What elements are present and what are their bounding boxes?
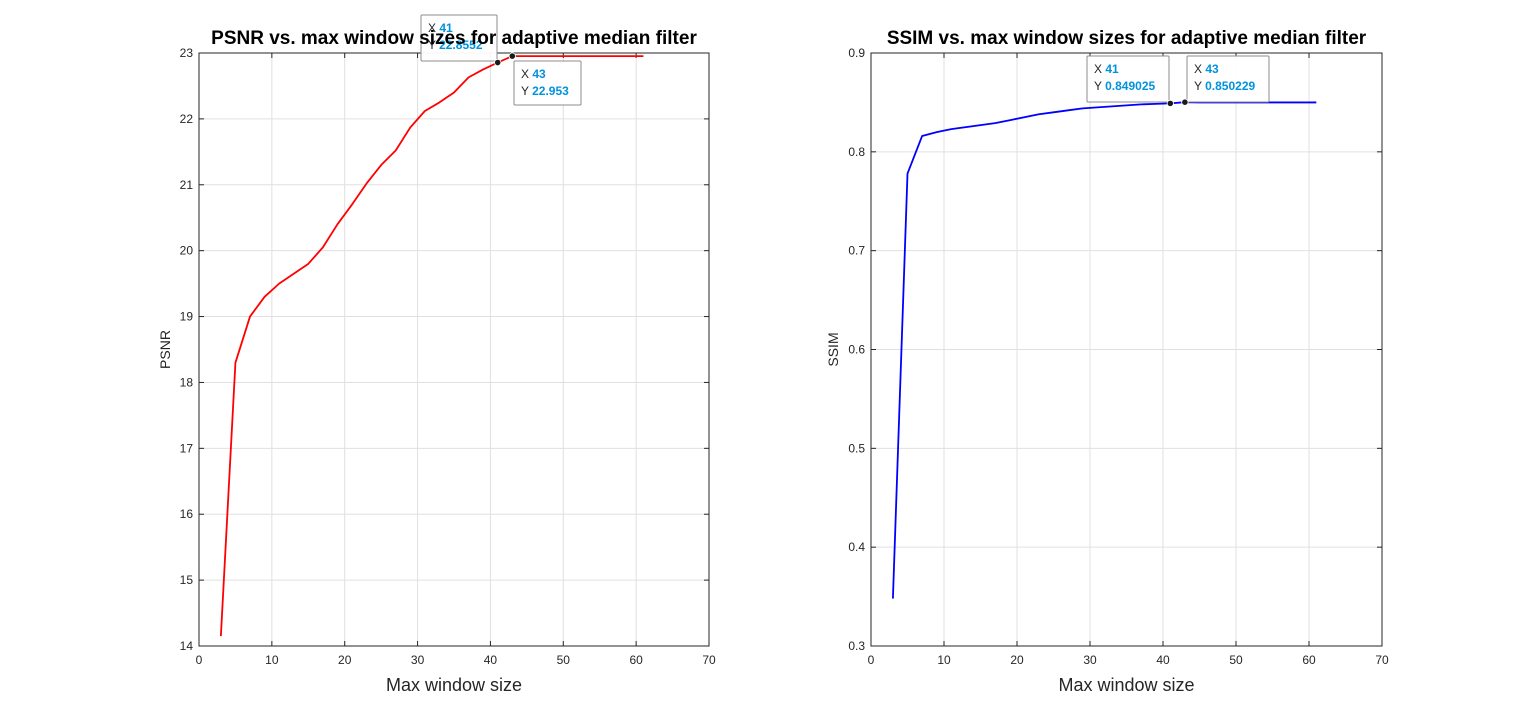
chart-panel-2: 0 10 20 30 40 50 60 70 0.3 0.4 0.5 0.6 0.7 0.8 0.9 X 41…	[825, 28, 1389, 695]
datatip-x-key: X	[428, 21, 439, 35]
y-tick-label: 0.9	[848, 46, 865, 60]
datatip-x-value: 41	[439, 21, 453, 35]
x-tick-label: 60	[1302, 653, 1316, 667]
y-tick-label: 0.4	[848, 540, 865, 554]
datatip-x-row: X 43	[1194, 62, 1219, 76]
datatip-marker	[508, 52, 516, 60]
y-tick-label: 22	[180, 112, 194, 126]
datatip-marker	[494, 58, 502, 67]
x-tick-label: 0	[868, 653, 875, 667]
x-tick-label: 70	[702, 653, 716, 667]
plot-area	[199, 53, 709, 646]
datatip-marker	[1166, 99, 1174, 107]
datatip-1[interactable]: X 41Y 22.8552	[420, 14, 502, 67]
datatip-box	[1186, 55, 1270, 103]
datatip-box	[513, 60, 582, 106]
datatip-marker	[1181, 98, 1189, 106]
y-tick-label: 0.7	[848, 244, 865, 258]
y-tick-label: 23	[180, 46, 194, 60]
series-line-1	[219, 55, 644, 637]
datatip-2[interactable]: X 43Y 0.850229	[1181, 55, 1270, 106]
datatip-x-value: 43	[1205, 62, 1219, 76]
datatip-1[interactable]: X 41Y 0.849025	[1086, 55, 1174, 107]
datatip-x-value: 41	[1105, 62, 1119, 76]
datatip-box	[1086, 55, 1170, 103]
x-tick-label: 50	[1229, 653, 1243, 667]
x-axis-label: Max window size	[386, 675, 522, 695]
datatip-y-value: 22.953	[532, 84, 569, 98]
y-tick-label: 17	[180, 441, 194, 455]
datatip-y-row: Y 0.850229	[1194, 79, 1256, 93]
x-tick-label: 10	[265, 653, 279, 667]
datatip-y-row: Y 0.849025	[1094, 79, 1156, 93]
datatip-2[interactable]: X 43Y 22.953	[508, 52, 582, 106]
y-tick-label: 18	[180, 375, 194, 389]
datatip-x-key: X	[521, 67, 532, 81]
y-tick-label: 16	[180, 507, 194, 521]
y-tick-label: 15	[180, 573, 194, 587]
datatip-y-value: 0.849025	[1105, 79, 1155, 93]
x-tick-label: 10	[937, 653, 951, 667]
y-axis-label: PSNR	[157, 330, 173, 369]
y-tick-label: 0.6	[848, 343, 865, 357]
x-tick-label: 0	[196, 653, 203, 667]
datatip-y-value: 22.8552	[439, 38, 483, 52]
x-axis-label: Max window size	[1058, 675, 1194, 695]
x-tick-label: 40	[484, 653, 498, 667]
y-axis-label: SSIM	[825, 332, 841, 366]
chart-title: SSIM vs. max window sizes for adaptive m…	[887, 28, 1367, 49]
x-tick-label: 50	[557, 653, 571, 667]
datatip-y-key: Y	[1094, 79, 1105, 93]
datatip-y-key: Y	[428, 38, 439, 52]
datatip-y-key: Y	[1194, 79, 1205, 93]
datatip-y-row: Y 22.953	[521, 84, 569, 98]
y-tick-label: 14	[180, 639, 194, 653]
datatip-x-row: X 41	[428, 21, 453, 35]
datatip-y-row: Y 22.8552	[428, 38, 483, 52]
y-tick-label: 21	[180, 178, 194, 192]
x-tick-label: 60	[629, 653, 643, 667]
datatip-x-row: X 41	[1094, 62, 1119, 76]
x-tick-label: 30	[1083, 653, 1097, 667]
x-tick-label: 30	[411, 653, 425, 667]
datatip-x-value: 43	[532, 67, 546, 81]
y-tick-label: 0.5	[848, 441, 865, 455]
datatip-x-key: X	[1094, 62, 1105, 76]
x-tick-label: 20	[338, 653, 352, 667]
x-tick-label: 70	[1375, 653, 1389, 667]
datatip-x-row: X 43	[521, 67, 546, 81]
datatip-x-key: X	[1194, 62, 1205, 76]
y-tick-label: 0.8	[848, 145, 865, 159]
datatip-box	[420, 14, 498, 62]
y-tick-label: 19	[180, 310, 194, 324]
datatip-y-key: Y	[521, 84, 532, 98]
y-tick-label: 0.3	[848, 639, 865, 653]
y-tick-label: 20	[180, 244, 194, 258]
x-tick-label: 40	[1156, 653, 1170, 667]
chart-title: PSNR vs. max window sizes for adaptive m…	[211, 28, 697, 49]
datatip-y-value: 0.850229	[1205, 79, 1255, 93]
x-tick-label: 20	[1010, 653, 1024, 667]
